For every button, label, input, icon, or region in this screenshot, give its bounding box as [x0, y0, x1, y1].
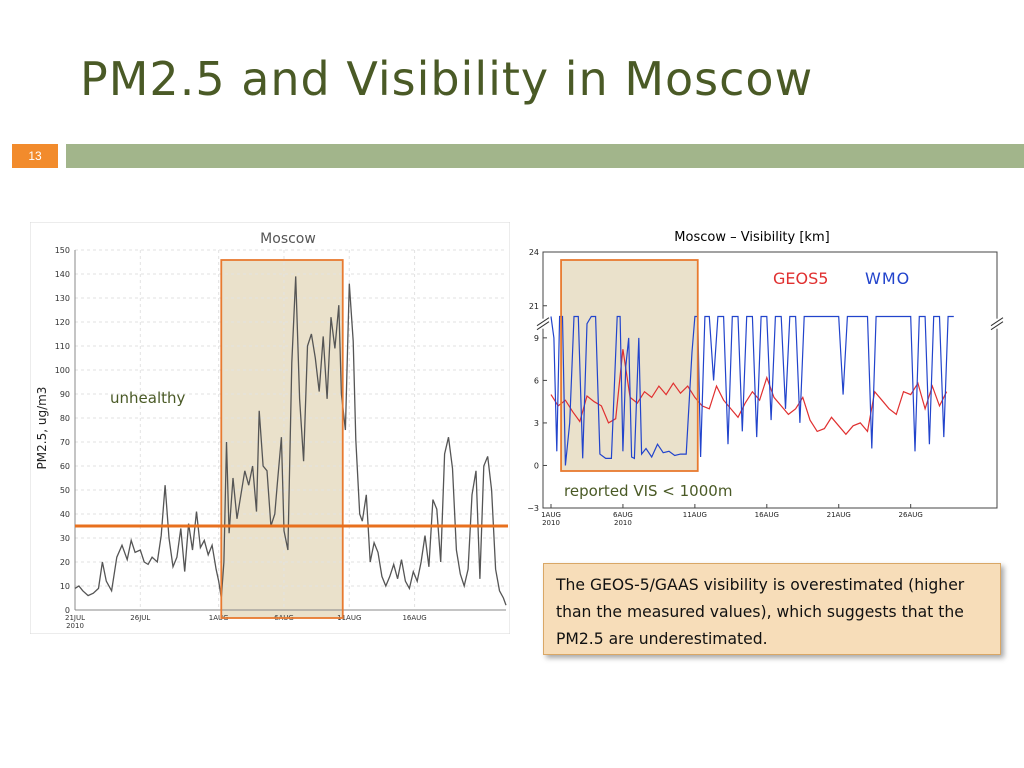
pm25-series-line: [74, 276, 507, 606]
title-accent-bar: [66, 144, 1024, 168]
y-tick-label: 130: [55, 294, 70, 303]
vis-x-tick-label: 21AUG: [827, 511, 851, 519]
vis-y-tick-label: 9: [534, 334, 539, 343]
y-tick-label: 140: [55, 270, 70, 279]
x-tick-label: 21JUL: [65, 614, 85, 622]
axis-break-mark: [990, 321, 1004, 331]
axis-break-mark: [990, 317, 1004, 327]
y-tick-label: 60: [60, 462, 70, 471]
slide-title: PM2.5 and Visibility in Moscow: [80, 52, 814, 106]
vis-y-tick-label: 3: [534, 419, 539, 428]
y-tick-label: 90: [60, 390, 70, 399]
vis-y-tick-label: 24: [529, 248, 539, 257]
vis-y-tick-label: 21: [529, 302, 539, 311]
vis-x-tick-label: 6AUG: [613, 511, 633, 519]
axis-break-gap: [537, 318, 549, 329]
x-tick-sublabel: 2010: [66, 622, 84, 630]
x-tick-label: 16AUG: [402, 614, 426, 622]
y-tick-label: 120: [55, 318, 70, 327]
pm25-y-axis-label: PM2.5, ug/m3: [35, 387, 49, 470]
axis-break-mark: [536, 321, 550, 331]
y-tick-label: 150: [55, 246, 70, 255]
vis-x-tick-label: 11AUG: [683, 511, 707, 519]
wmo-series-line: [550, 315, 954, 466]
x-tick-label: 11AUG: [337, 614, 361, 622]
highlight-region-border: [220, 259, 344, 619]
vis-y-tick-label: 6: [534, 376, 539, 385]
vis-x-tick-sublabel: 2010: [542, 519, 560, 527]
axis-break-gap: [991, 318, 1003, 329]
pm25-chart: Moscow PM2.5, ug/m3 0 10 20 30 40 50 60 70 80 90 1…: [30, 222, 510, 634]
axis-break-mark: [536, 317, 550, 327]
slide-number: 13: [12, 144, 58, 168]
vis-x-tick-sublabel: 2010: [614, 519, 632, 527]
x-tick-label: 1AUG: [209, 614, 229, 622]
vis-x-tick-label: 16AUG: [755, 511, 779, 519]
unhealthy-label: unhealthy: [110, 389, 185, 407]
y-tick-label: 40: [60, 510, 70, 519]
vis-y-tick-label: −3: [527, 504, 539, 513]
geos5-series-line: [550, 349, 948, 436]
visibility-chart: Moscow – Visibility [km] −3036921241AUG2…: [527, 230, 1004, 527]
legend-wmo: WMO: [865, 269, 910, 288]
vis-highlight-border: [560, 259, 699, 472]
y-tick-label: 80: [60, 414, 70, 423]
x-tick-label: 26JUL: [130, 614, 150, 622]
y-tick-label: 50: [60, 486, 70, 495]
visibility-chart-title: Moscow – Visibility [km]: [674, 230, 829, 245]
vis-x-tick-label: 1AUG: [541, 511, 561, 519]
y-tick-label: 20: [60, 558, 70, 567]
y-tick-label: 10: [60, 582, 70, 591]
pm25-chart-title: Moscow: [260, 231, 316, 247]
conclusion-note: The GEOS-5/GAAS visibility is overestima…: [543, 563, 1001, 655]
vis-y-tick-label: 0: [534, 461, 539, 470]
reported-vis-label: reported VIS < 1000m: [564, 482, 732, 500]
legend-geos5: GEOS5: [773, 269, 828, 288]
y-tick-label: 0: [65, 606, 70, 615]
y-tick-label: 70: [60, 438, 70, 447]
y-tick-label: 30: [60, 534, 70, 543]
vis-x-tick-label: 26AUG: [899, 511, 923, 519]
y-tick-label: 110: [55, 342, 70, 351]
y-tick-label: 100: [55, 366, 70, 375]
